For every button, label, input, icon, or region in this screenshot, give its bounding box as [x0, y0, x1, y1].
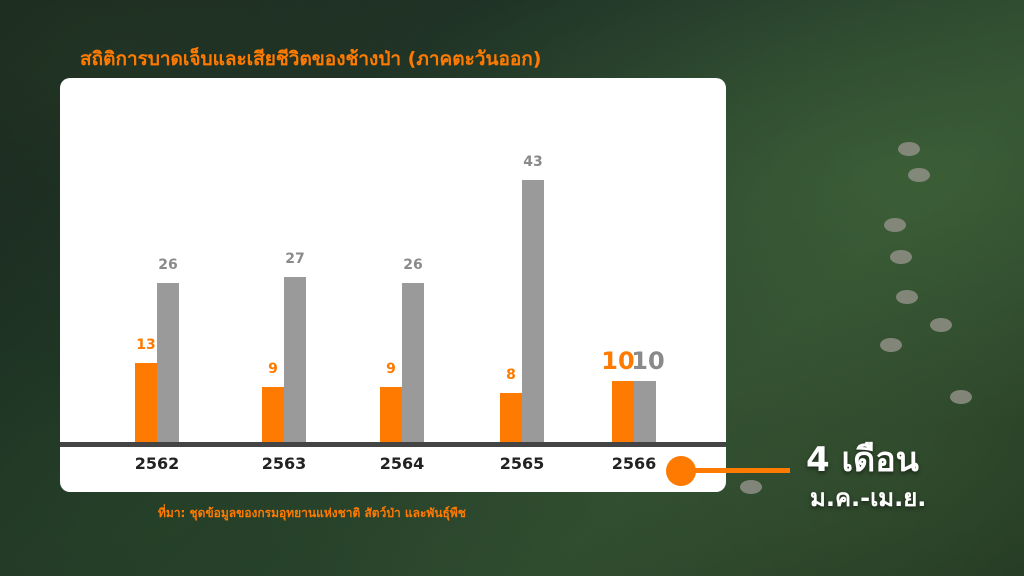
elephant-figure — [908, 168, 930, 182]
bar-dead-2562 — [157, 283, 179, 442]
value-label-dead-2565: 43 — [523, 153, 543, 170]
value-label-dead-2563: 27 — [285, 251, 305, 268]
source-note: ที่มา: ชุดข้อมูลของกรมอุทยานแห่งชาติ สัต… — [158, 506, 466, 520]
value-label-inj-2563: 9 — [268, 361, 278, 378]
elephant-figure — [896, 290, 918, 304]
elephant-figure — [930, 318, 952, 332]
bar-dead-2565 — [522, 179, 544, 442]
elephant-figure — [898, 142, 920, 156]
value-label-inj-2566: 10 — [601, 347, 635, 375]
x-tick-label-2562: 2562 — [134, 454, 180, 473]
x-tick-label-2566: 2566 — [611, 454, 657, 473]
value-label-dead-2564: 26 — [403, 257, 423, 274]
period-label: 4 เดือน — [806, 440, 919, 480]
bar-dead-2563 — [284, 277, 306, 442]
elephant-figure — [890, 250, 912, 264]
bar-inj-2562 — [135, 362, 157, 442]
x-tick-label-2563: 2563 — [261, 454, 307, 473]
elephant-figure — [880, 338, 902, 352]
bar-inj-2563 — [262, 387, 284, 442]
chart-panel: 13 26 2562 9 27 2563 9 26 2564 8 43 2565 10 10 2566 — [60, 78, 726, 492]
elephant-figure — [740, 480, 762, 494]
value-label-dead-2562: 26 — [158, 257, 178, 274]
x-tick-label-2565: 2565 — [499, 454, 545, 473]
bar-inj-2565 — [500, 393, 522, 442]
elephant-figure — [884, 218, 906, 232]
x-axis-baseline — [60, 442, 726, 447]
chart-title: สถิติการบาดเจ็บและเสียชีวิตของช้างป่า (ภ… — [80, 48, 542, 70]
value-label-inj-2565: 8 — [506, 367, 516, 384]
period-range: ม.ค.-เม.ย. — [810, 484, 927, 512]
connector-line — [690, 468, 790, 473]
bar-inj-2564 — [380, 387, 402, 442]
bar-inj-2566 — [612, 381, 634, 442]
value-label-inj-2562: 13 — [136, 336, 156, 353]
connector-dot — [666, 456, 696, 486]
elephant-figure — [950, 390, 972, 404]
value-label-inj-2564: 9 — [386, 361, 396, 378]
value-label-dead-2566: 10 — [631, 347, 665, 375]
bar-dead-2564 — [402, 283, 424, 442]
x-tick-label-2564: 2564 — [379, 454, 425, 473]
bar-dead-2566 — [634, 381, 656, 442]
